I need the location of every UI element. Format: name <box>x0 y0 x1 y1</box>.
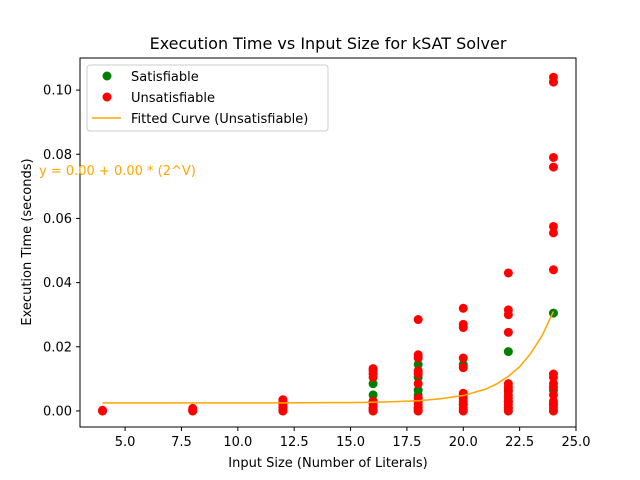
unsatisfiable-point <box>503 305 513 315</box>
unsatisfiable-point <box>458 353 468 363</box>
legend-fitted-curve-label: Fitted Curve (Unsatisfiable) <box>131 112 308 127</box>
legend-frame <box>86 64 329 132</box>
y-tick-label: 0.10 <box>43 84 72 99</box>
plot-area <box>98 72 558 416</box>
legend-satisfiable-marker <box>102 71 112 81</box>
x-tick-label: 20.0 <box>449 435 478 450</box>
x-axis-label: Input Size (Number of Literals) <box>228 456 427 471</box>
legend-unsatisfiable-marker <box>102 92 112 102</box>
x-tick-label: 15.0 <box>336 435 365 450</box>
unsatisfiable-point <box>548 379 558 389</box>
satisfiable-point <box>503 347 513 357</box>
unsatisfiable-point <box>98 405 108 415</box>
unsatisfiable-point <box>458 396 468 406</box>
legend: Satisfiable Unsatisfiable Fitted Curve (… <box>86 64 329 132</box>
unsatisfiable-point <box>413 350 423 360</box>
y-tick-label: 0.08 <box>43 148 72 163</box>
fitted-curve-line <box>102 311 555 404</box>
plot-frame <box>79 57 577 428</box>
y-tick-label: 0.04 <box>43 276 72 291</box>
x-tick-label: 22.5 <box>505 435 534 450</box>
unsatisfiable-point <box>188 403 198 413</box>
satisfiable-point <box>413 385 423 395</box>
chart-title: Execution Time vs Input Size for kSAT So… <box>150 34 507 53</box>
unsatisfiable-point <box>503 379 513 389</box>
x-axis: 5.0 7.5 10.0 12.5 15.0 17.5 20.0 22.5 25.0 <box>115 427 591 450</box>
unsatisfiable-point <box>458 303 468 313</box>
legend-satisfiable-label: Satisfiable <box>131 70 199 85</box>
fit-equation-annotation: y = 0.00 + 0.00 * (2^V) <box>39 164 196 179</box>
y-tick-label: 0.00 <box>43 404 72 419</box>
unsatisfiable-point <box>413 366 423 376</box>
unsatisfiable-point <box>548 162 558 172</box>
y-tick-label: 0.02 <box>43 340 72 355</box>
unsatisfiable-point <box>548 390 558 400</box>
unsatisfiable-point <box>458 319 468 329</box>
y-axis-label: Execution Time (seconds) <box>20 158 35 325</box>
y-tick-label: 0.06 <box>43 212 72 227</box>
unsatisfiable-point <box>503 327 513 337</box>
unsatisfiable-point <box>548 152 558 162</box>
unsatisfiable-point <box>548 221 558 231</box>
x-tick-label: 12.5 <box>280 435 309 450</box>
unsatisfiable-point <box>548 228 558 238</box>
unsatisfiable-point <box>503 268 513 278</box>
unsatisfiable-point <box>278 395 288 405</box>
y-axis: 0.00 0.02 0.04 0.06 0.08 0.10 <box>43 84 80 419</box>
unsatisfiable-point <box>368 364 378 374</box>
x-tick-label: 7.5 <box>171 435 192 450</box>
unsatisfiable-point <box>548 369 558 379</box>
unsatisfiable-point <box>548 265 558 275</box>
unsatisfiable-point <box>548 396 558 406</box>
unsatisfiable-point <box>548 72 558 82</box>
satisfiable-point <box>368 390 378 400</box>
unsatisfiable-point <box>413 315 423 325</box>
unsatisfiable-point <box>413 379 423 389</box>
x-tick-label: 17.5 <box>392 435 421 450</box>
x-tick-label: 10.0 <box>223 435 252 450</box>
x-tick-label: 5.0 <box>115 435 136 450</box>
satisfiable-point <box>413 359 423 369</box>
unsatisfiable-point <box>368 396 378 406</box>
x-tick-label: 25.0 <box>562 435 591 450</box>
satisfiable-point <box>368 379 378 389</box>
unsatisfiable-point <box>458 363 468 373</box>
legend-unsatisfiable-label: Unsatisfiable <box>131 91 215 106</box>
